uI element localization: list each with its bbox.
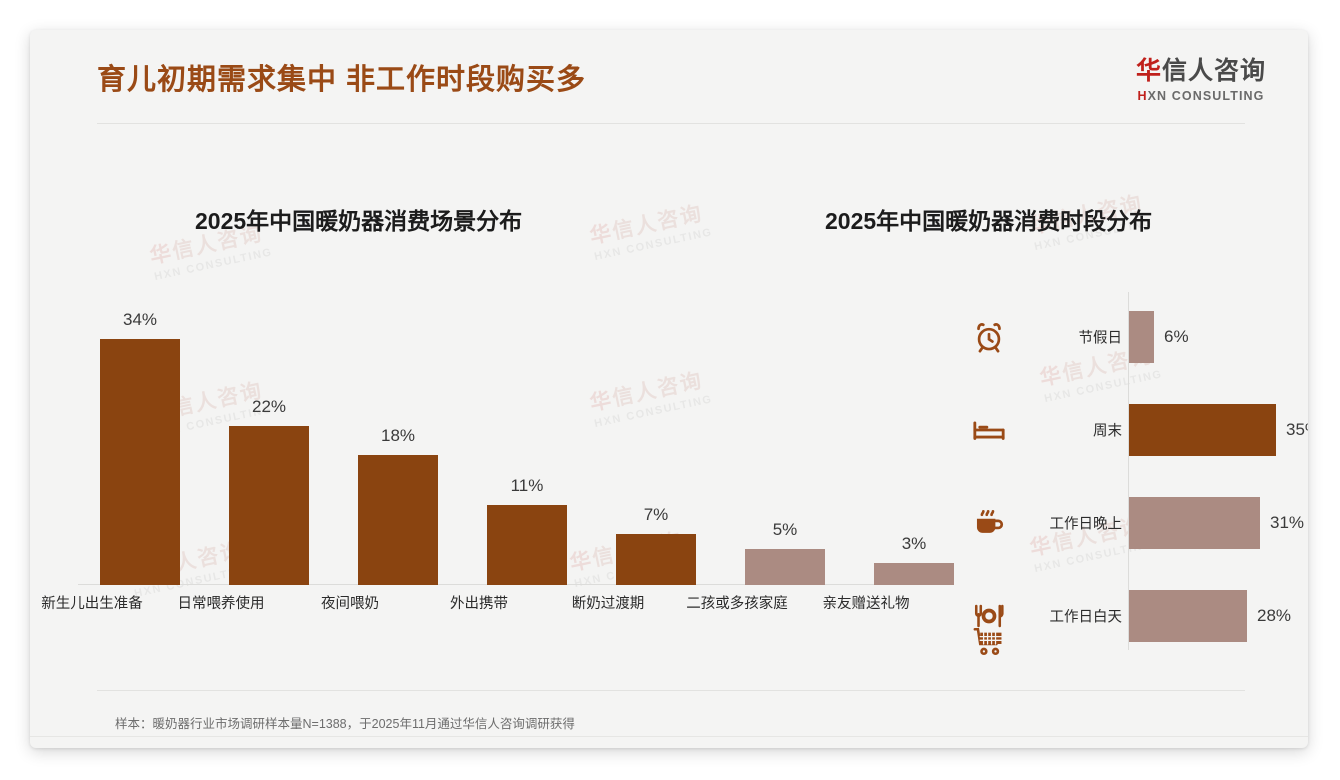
bar-row[interactable]: 周末 35%: [960, 399, 1308, 461]
bar-value-label: 6%: [1164, 327, 1189, 346]
bar-value-label: 3%: [901, 534, 927, 553]
category-label-4: 断奶过渡期: [571, 596, 645, 612]
logo-english-text: HXN CONSULTING: [1137, 88, 1265, 103]
slide-card: 华信人咨询 HXN CONSULTING 华信人咨询 HXN CONSULTIN…: [30, 30, 1308, 748]
page-title: 育儿初期需求集中 非工作时段购买多: [97, 64, 587, 96]
bar-value-label: 22%: [251, 397, 287, 416]
category-label-0: 新生儿出生准备: [41, 596, 143, 612]
bar-scenario-6[interactable]: [874, 563, 954, 585]
bar-column[interactable]: 22%: [207, 310, 331, 585]
bar-timeslot-3[interactable]: [1129, 590, 1247, 642]
bar-timeslot-2[interactable]: [1129, 497, 1260, 549]
alarm-clock-icon: [972, 320, 1006, 354]
bar-value-label: 18%: [380, 426, 416, 445]
bar-value-label: 35%: [1286, 420, 1308, 439]
website-url: www.hxrcon.com: [1162, 747, 1256, 748]
bar-scenario-3[interactable]: [487, 505, 567, 585]
bar-column[interactable]: 11%: [465, 310, 589, 585]
bar-timeslot-1[interactable]: [1129, 404, 1276, 456]
plate-cutlery-icon: [972, 599, 1006, 633]
copyright-text: ©2026.1 HXR华信人咨询: [98, 747, 238, 748]
bar-value-label: 5%: [772, 520, 798, 539]
timeslot-label-1: 周末: [1093, 423, 1122, 440]
category-label-5: 二孩或多孩家庭: [686, 596, 788, 612]
header-divider: [97, 123, 1245, 124]
category-label-1: 日常喂养使用: [177, 596, 265, 612]
bar-scenario-5[interactable]: [745, 549, 825, 585]
charts-area: 2025年中国暖奶器消费场景分布 2025年中国暖奶器消费时段分布 34% 22…: [30, 30, 1308, 748]
category-label-2: 夜间喂奶: [321, 596, 379, 612]
cart-icon-row: [960, 622, 1308, 662]
timeslot-label-2: 工作日晚上: [1049, 516, 1123, 533]
timeslot-bar-chart: 节假日 6% 周末 35%: [960, 292, 1308, 656]
bar-scenario-0[interactable]: [100, 339, 180, 585]
category-label-6: 亲友赠送礼物: [822, 596, 910, 612]
bar-value-label: 7%: [643, 505, 669, 524]
bar-timeslot-0[interactable]: [1129, 311, 1154, 363]
footer-divider: [30, 736, 1308, 737]
scenario-bar-chart: 34% 22% 18% 11% 7% 5%: [78, 310, 954, 585]
bar-value-label: 34%: [122, 310, 158, 329]
bar-column[interactable]: 3%: [852, 310, 976, 585]
bar-column[interactable]: 34%: [78, 310, 202, 585]
bar-scenario-4[interactable]: [616, 534, 696, 585]
bar-row[interactable]: 工作日白天 28%: [960, 585, 1308, 647]
left-chart-title: 2025年中国暖奶器消费场景分布: [195, 208, 523, 234]
slide-header: 育儿初期需求集中 非工作时段购买多 华信人咨询 HXN CONSULTING: [30, 30, 1308, 124]
sample-note: 样本：暖奶器行业市场调研样本量N=1388，于2025年11月通过华信人咨询调研…: [115, 717, 575, 731]
bar-value-label: 31%: [1270, 513, 1305, 532]
category-label-3: 外出携带: [450, 596, 508, 612]
note-divider: [97, 690, 1245, 691]
right-chart-title: 2025年中国暖奶器消费时段分布: [825, 208, 1153, 234]
bed-icon: [972, 413, 1006, 447]
bar-row[interactable]: 节假日 6%: [960, 306, 1308, 368]
timeslot-label-0: 节假日: [1078, 330, 1123, 347]
chart-axis-line: [1128, 292, 1129, 650]
logo-chinese-text: 华信人咨询: [1135, 57, 1266, 85]
bar-scenario-2[interactable]: [358, 455, 438, 585]
bar-scenario-1[interactable]: [229, 426, 309, 585]
bar-value-label: 11%: [510, 476, 544, 495]
timeslot-label-3: 工作日白天: [1049, 609, 1123, 626]
bar-column[interactable]: 18%: [336, 310, 460, 585]
shopping-cart-icon: [972, 625, 1006, 659]
bar-column[interactable]: 5%: [723, 310, 847, 585]
bar-row[interactable]: 工作日晚上 31%: [960, 492, 1308, 554]
bar-column[interactable]: 7%: [594, 310, 718, 585]
bar-value-label: 28%: [1257, 606, 1292, 625]
brand-logo: 华信人咨询 HXN CONSULTING: [1135, 57, 1266, 103]
coffee-cup-icon: [972, 506, 1006, 540]
